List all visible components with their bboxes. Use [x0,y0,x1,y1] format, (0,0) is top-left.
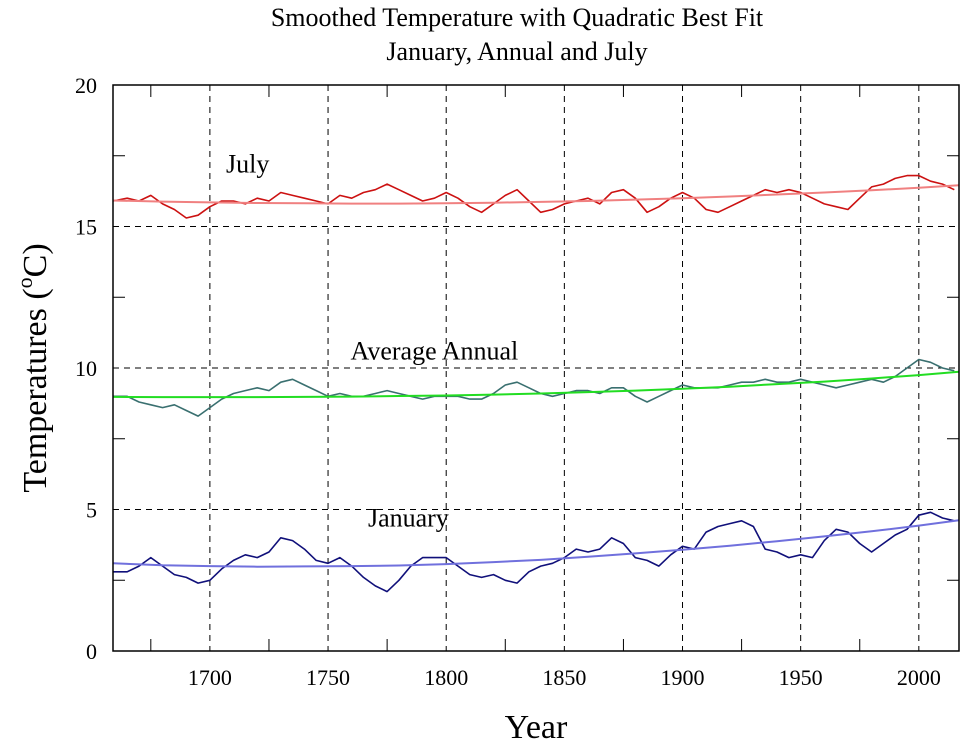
series-line-january [113,511,955,593]
annotation-average-annual: Average Annual [351,337,519,366]
y-tick-label: 0 [86,639,97,664]
y-tick-labels: 0 5 10 15 20 [75,73,97,664]
minor-ticks [113,85,959,651]
y-tick-label: 5 [86,498,97,523]
chart-title: Smoothed Temperature with Quadratic Best… [271,3,764,32]
x-tick-labels: 1700 1750 1800 1850 1900 1950 2000 [188,665,941,690]
x-tick-label: 2000 [897,665,941,690]
y-tick-label: 20 [75,73,97,98]
x-tick-label: 1700 [188,665,232,690]
x-tick-label: 1950 [779,665,823,690]
series-line-average-annual-fit [112,370,960,399]
annotation-july: July [226,150,269,179]
x-tick-label: 1750 [306,665,350,690]
series-line-july [112,174,955,219]
plot-frame [112,84,960,652]
series-line-january-fit [112,519,960,568]
y-axis-label-sup: o [12,277,37,288]
x-axis-label: Year [505,709,568,746]
annotation-january: January [368,503,449,532]
y-tick-label: 15 [75,215,97,240]
x-tick-label: 1900 [661,665,705,690]
series-line-july-fit [112,184,960,205]
chart-subtitle: January, Annual and July [386,37,647,66]
series-layer [112,174,960,593]
series-annotations: July Average Annual January [226,150,518,533]
y-axis-label-end: C) [17,243,54,277]
y-axis-label: Temperatures (oC) [12,243,54,492]
grid-lines [113,85,959,651]
y-axis-label-main: Temperatures ( [17,288,54,492]
x-tick-label: 1850 [542,665,586,690]
y-tick-label: 10 [75,356,97,381]
x-tick-label: 1800 [424,665,468,690]
